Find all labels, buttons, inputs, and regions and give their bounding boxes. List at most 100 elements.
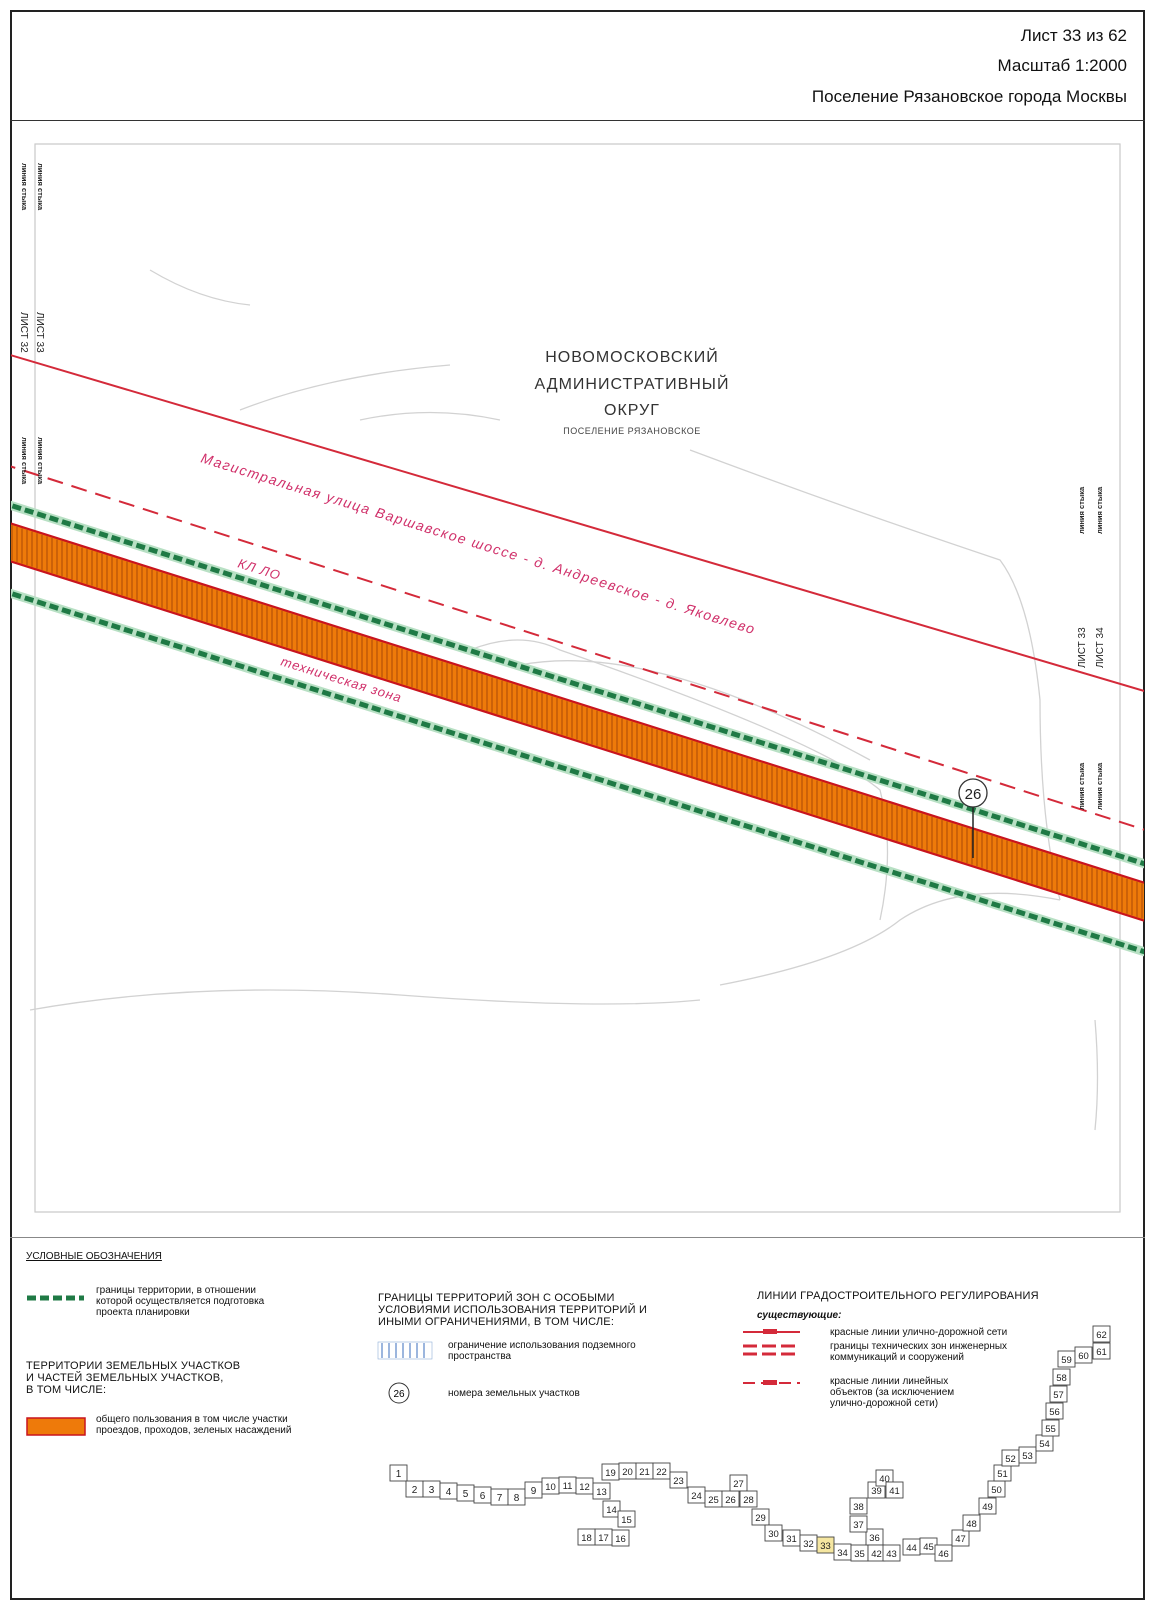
left-joint-label-mid: линия стыка bbox=[36, 437, 45, 485]
index-sheet-box bbox=[1052, 1368, 1071, 1386]
index-sheet-box bbox=[739, 1490, 758, 1508]
legend-parcel-numbers-text: номера земельных участков bbox=[448, 1388, 580, 1399]
legend-parcel-sample: 26 bbox=[393, 1389, 405, 1400]
index-sheet-label: 62 bbox=[1096, 1330, 1107, 1341]
index-sheet-32: 32 bbox=[799, 1534, 818, 1552]
index-sheet-label: 21 bbox=[639, 1467, 650, 1478]
index-sheet-label: 30 bbox=[768, 1529, 779, 1540]
index-sheet-49: 49 bbox=[978, 1497, 997, 1515]
index-sheet-10: 10 bbox=[541, 1477, 560, 1495]
index-sheet-label: 44 bbox=[906, 1543, 917, 1554]
index-sheet-label: 5 bbox=[463, 1489, 469, 1500]
header-separator bbox=[10, 120, 1145, 121]
index-sheet-56: 56 bbox=[1045, 1402, 1064, 1420]
legend-tech-zones-text: границы технических зон инженерных комму… bbox=[830, 1341, 1008, 1363]
index-sheet-label: 13 bbox=[596, 1487, 607, 1498]
index-sheet-30: 30 bbox=[764, 1524, 783, 1542]
index-sheet-box bbox=[978, 1497, 997, 1515]
index-sheet-23: 23 bbox=[669, 1471, 688, 1489]
background-contours bbox=[29, 269, 1099, 1131]
index-sheet-62: 62 bbox=[1092, 1325, 1111, 1343]
index-sheet-27: 27 bbox=[729, 1474, 748, 1492]
index-sheet-label: 24 bbox=[691, 1491, 702, 1502]
index-sheet-33: 33 bbox=[816, 1536, 835, 1554]
index-sheet-14: 14 bbox=[602, 1500, 621, 1518]
index-sheet-label: 12 bbox=[579, 1482, 590, 1493]
index-sheet-box bbox=[602, 1500, 621, 1518]
index-sheet-36: 36 bbox=[865, 1528, 884, 1546]
index-sheet-label: 28 bbox=[743, 1495, 754, 1506]
left-joint-label-top2: линия стыка bbox=[20, 163, 29, 211]
index-sheet-label: 45 bbox=[923, 1542, 934, 1553]
index-sheet-label: 8 bbox=[514, 1493, 520, 1504]
index-sheet-label: 15 bbox=[621, 1515, 632, 1526]
index-sheet-label: 53 bbox=[1022, 1451, 1033, 1462]
index-sheet-label: 42 bbox=[871, 1549, 882, 1560]
legend-underground-text: ограничение использования подземного про… bbox=[448, 1340, 636, 1362]
district-label-line2: АДМИНИСТРАТИВНЫЙ bbox=[535, 374, 730, 393]
index-sheet-label: 16 bbox=[615, 1534, 626, 1545]
index-sheet-20: 20 bbox=[618, 1462, 637, 1480]
legend-red-lines-text: красные линии улично-дорожной сети bbox=[830, 1327, 1008, 1338]
left-joint-label-mid2: линия стыка bbox=[20, 437, 29, 485]
index-sheet-29: 29 bbox=[751, 1508, 770, 1526]
index-sheet-label: 39 bbox=[871, 1486, 882, 1497]
map-scale: Масштаб 1:2000 bbox=[997, 56, 1127, 75]
legend-parcel-circle bbox=[388, 1382, 410, 1404]
index-sheet-label: 59 bbox=[1061, 1355, 1072, 1366]
legend-boundary-text: границы территории, в отношении которой … bbox=[96, 1285, 265, 1318]
legend-linear-text: красные линии линейных объектов (за искл… bbox=[830, 1376, 955, 1409]
index-sheet-label: 34 bbox=[837, 1548, 848, 1559]
index-sheet-label: 46 bbox=[938, 1549, 949, 1560]
index-sheet-label: 23 bbox=[673, 1476, 684, 1487]
index-sheet-label: 48 bbox=[966, 1519, 977, 1530]
index-sheet-box bbox=[617, 1510, 636, 1528]
index-sheet-59: 59 bbox=[1057, 1350, 1076, 1368]
public-use-strip bbox=[11, 522, 1144, 922]
index-sheet-1: 1 bbox=[389, 1464, 408, 1482]
index-sheet-label: 61 bbox=[1096, 1347, 1107, 1358]
index-sheet-box bbox=[577, 1528, 596, 1546]
index-sheet-2: 2 bbox=[405, 1480, 424, 1498]
index-sheet-25: 25 bbox=[704, 1490, 723, 1508]
index-sheet-37: 37 bbox=[849, 1515, 868, 1533]
index-sheet-box bbox=[1074, 1346, 1093, 1364]
index-sheet-label: 3 bbox=[429, 1485, 435, 1496]
index-sheet-label: 17 bbox=[598, 1533, 609, 1544]
index-sheet-label: 1 bbox=[396, 1469, 402, 1480]
district-label-line1: НОВОМОСКОВСКИЙ bbox=[545, 347, 719, 366]
right-joint-label-bottom2: линия стыка bbox=[1095, 762, 1104, 810]
index-sheet-label: 38 bbox=[853, 1502, 864, 1513]
index-sheet-label: 36 bbox=[869, 1533, 880, 1544]
legend-separator bbox=[10, 1237, 1145, 1238]
left-joint-label-top: линия стыка bbox=[36, 163, 45, 211]
index-sheet-34: 34 bbox=[833, 1543, 852, 1561]
index-sheet-9: 9 bbox=[524, 1481, 543, 1499]
index-sheet-box bbox=[1092, 1342, 1111, 1360]
legend-underground-symbol bbox=[377, 1341, 433, 1360]
index-sheet-label: 27 bbox=[733, 1479, 744, 1490]
index-sheet-label: 56 bbox=[1049, 1407, 1060, 1418]
index-sheet-label: 25 bbox=[708, 1495, 719, 1506]
index-sheet-53: 53 bbox=[1018, 1446, 1037, 1464]
index-sheet-box bbox=[934, 1544, 953, 1562]
index-sheet-label: 52 bbox=[1005, 1454, 1016, 1465]
index-sheet-label: 20 bbox=[622, 1467, 633, 1478]
index-sheet-label: 49 bbox=[982, 1502, 993, 1513]
index-sheet-60: 60 bbox=[1074, 1346, 1093, 1364]
parcel-number-label: 26 bbox=[965, 786, 982, 803]
index-sheet-label: 50 bbox=[991, 1485, 1002, 1496]
index-sheet-57: 57 bbox=[1049, 1385, 1068, 1403]
index-sheet-box bbox=[1045, 1402, 1064, 1420]
right-sheet-label-a: ЛИСТ 33 bbox=[1077, 627, 1088, 668]
index-sheet-13: 13 bbox=[592, 1482, 611, 1500]
index-sheet-label: 9 bbox=[531, 1486, 537, 1497]
index-sheet-label: 51 bbox=[997, 1469, 1008, 1480]
sheet-number: Лист 33 из 62 bbox=[1020, 26, 1127, 45]
index-sheet-label: 37 bbox=[853, 1520, 864, 1531]
index-sheet-box bbox=[849, 1515, 868, 1533]
index-sheet-box bbox=[882, 1544, 901, 1562]
index-sheet-label: 14 bbox=[606, 1505, 617, 1516]
index-sheet-43: 43 bbox=[882, 1544, 901, 1562]
